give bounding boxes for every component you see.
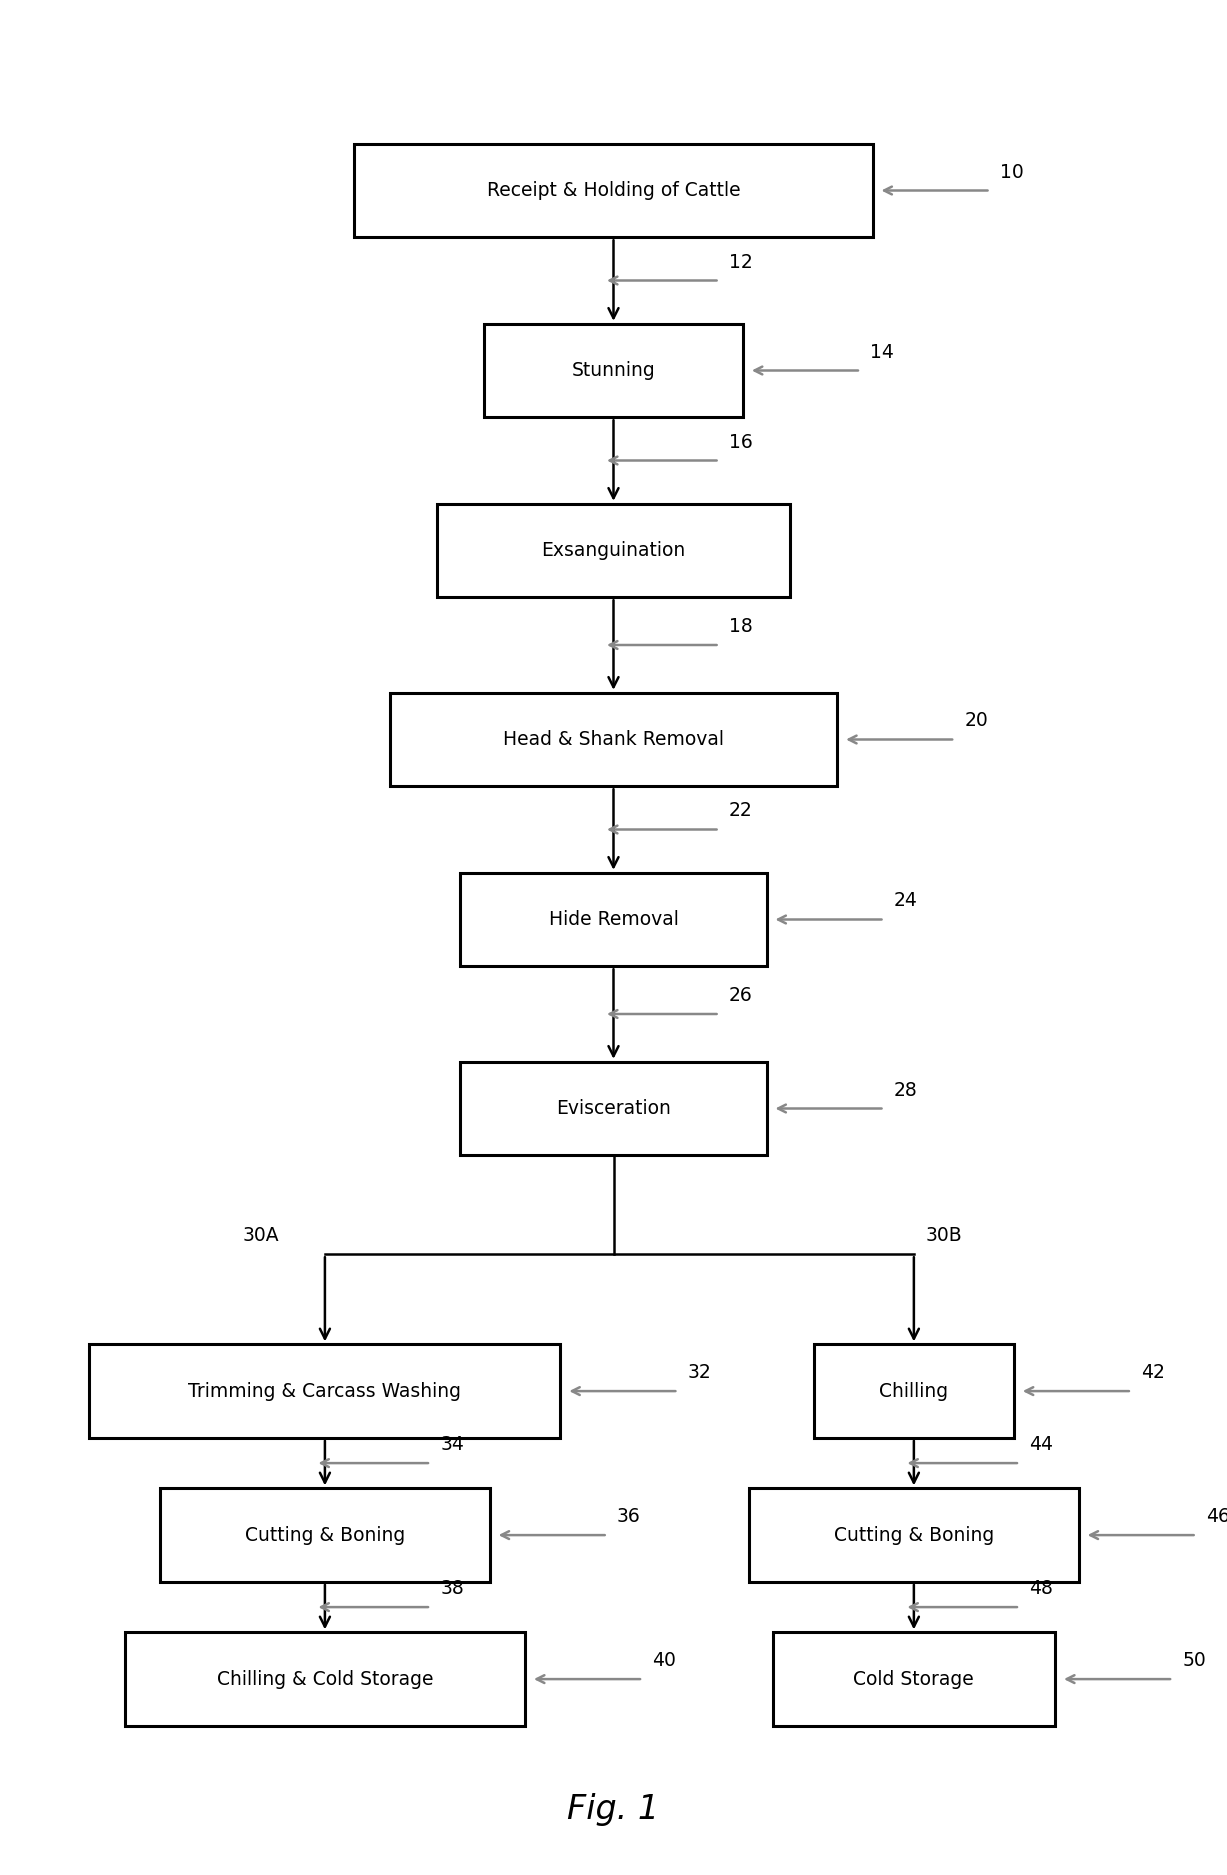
Text: 46: 46	[1206, 1508, 1227, 1526]
Text: 50: 50	[1183, 1652, 1206, 1671]
Text: 24: 24	[893, 891, 918, 911]
Text: Trimming & Carcass Washing: Trimming & Carcass Washing	[189, 1382, 461, 1401]
Text: Cold Storage: Cold Storage	[854, 1669, 974, 1689]
Bar	[814, 1344, 1014, 1438]
Bar	[748, 1489, 1079, 1582]
Bar	[460, 1061, 767, 1155]
Bar	[125, 1633, 525, 1725]
Text: 36: 36	[617, 1508, 640, 1526]
Text: Cutting & Boning: Cutting & Boning	[833, 1526, 994, 1545]
Text: 14: 14	[870, 343, 894, 362]
Bar	[437, 504, 790, 598]
Text: 28: 28	[893, 1080, 918, 1099]
Text: 40: 40	[653, 1652, 676, 1671]
Text: 22: 22	[729, 801, 752, 821]
Text: Chilling & Cold Storage: Chilling & Cold Storage	[217, 1669, 433, 1689]
Bar	[773, 1633, 1055, 1725]
Text: 44: 44	[1029, 1434, 1053, 1455]
Bar	[355, 144, 872, 238]
Text: Stunning: Stunning	[572, 362, 655, 381]
Text: 10: 10	[1000, 163, 1023, 182]
Bar	[160, 1489, 490, 1582]
Text: 16: 16	[729, 433, 752, 452]
Text: 30A: 30A	[243, 1226, 279, 1245]
Text: 38: 38	[440, 1579, 464, 1598]
Text: 12: 12	[729, 253, 752, 272]
Bar	[483, 324, 744, 418]
Bar	[390, 692, 837, 786]
Text: Evisceration: Evisceration	[556, 1099, 671, 1118]
Text: 34: 34	[440, 1434, 464, 1455]
Bar	[460, 872, 767, 966]
Text: Fig. 1: Fig. 1	[567, 1792, 660, 1826]
Text: Receipt & Holding of Cattle: Receipt & Holding of Cattle	[487, 182, 740, 201]
Text: 26: 26	[729, 986, 752, 1005]
Text: 48: 48	[1029, 1579, 1053, 1598]
Bar	[90, 1344, 561, 1438]
Text: 20: 20	[964, 711, 988, 731]
Text: 30B: 30B	[925, 1226, 962, 1245]
Text: Head & Shank Removal: Head & Shank Removal	[503, 729, 724, 748]
Text: Cutting & Boning: Cutting & Boning	[244, 1526, 405, 1545]
Text: Chilling: Chilling	[880, 1382, 948, 1401]
Text: Hide Removal: Hide Removal	[548, 909, 679, 928]
Text: Exsanguination: Exsanguination	[541, 542, 686, 561]
Text: 42: 42	[1141, 1363, 1166, 1382]
Text: 32: 32	[687, 1363, 712, 1382]
Text: 18: 18	[729, 617, 752, 636]
